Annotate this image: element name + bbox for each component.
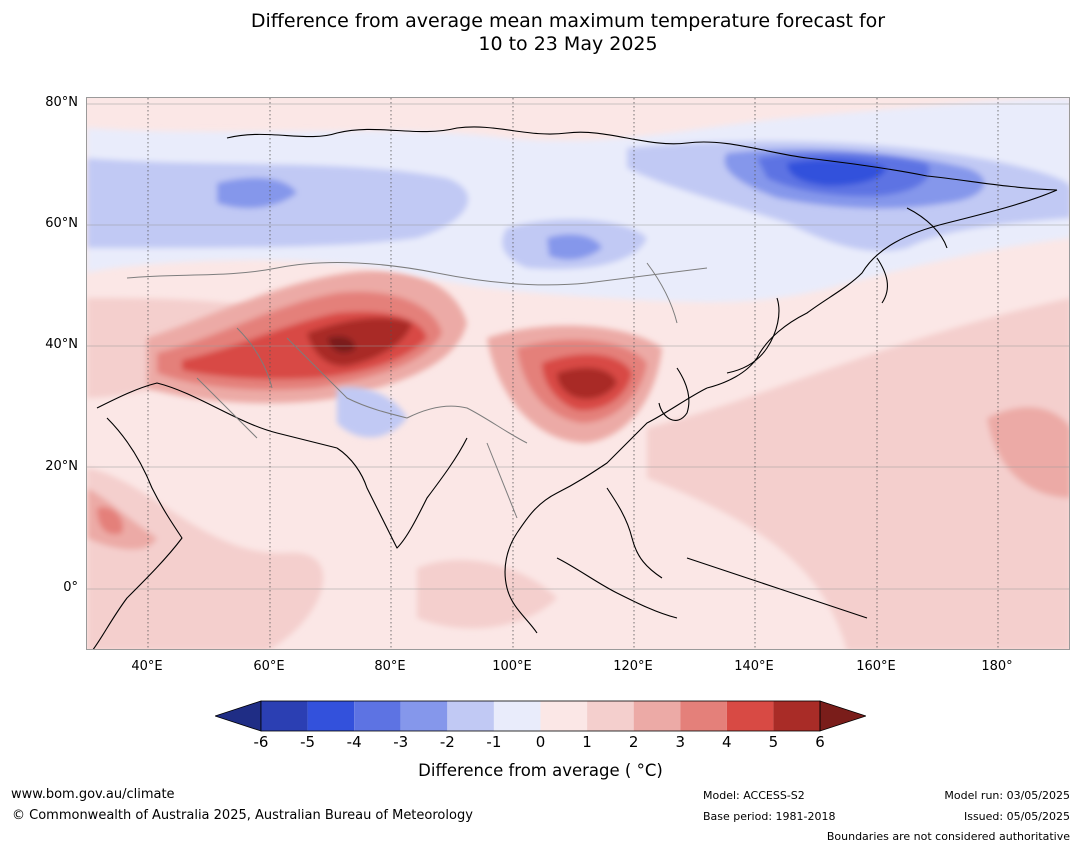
colorbar-bin bbox=[633, 701, 681, 731]
colorbar-tick-label: -4 bbox=[346, 733, 362, 751]
colorbar-tick-label: -2 bbox=[439, 733, 455, 751]
colorbar-extend-high bbox=[819, 700, 866, 732]
lon-label-180: 180° bbox=[981, 659, 1013, 674]
colorbar-tick-label: 5 bbox=[768, 733, 779, 751]
lon-label-40e: 40°E bbox=[131, 659, 163, 674]
lat-label-40n: 40°N bbox=[45, 337, 78, 352]
model-name: Model: ACCESS-S2 bbox=[703, 789, 805, 802]
colorbar-tick-label: -3 bbox=[393, 733, 409, 751]
lat-label-0: 0° bbox=[63, 580, 78, 595]
lon-label-80e: 80°E bbox=[374, 659, 406, 674]
colorbar-bin bbox=[773, 701, 820, 731]
website-link[interactable]: www.bom.gov.au/climate bbox=[11, 787, 175, 802]
lon-label-60e: 60°E bbox=[253, 659, 285, 674]
colorbar-bin bbox=[400, 701, 448, 731]
colorbar-tick-label: 6 bbox=[815, 733, 825, 751]
meridians bbox=[147, 98, 999, 649]
colorbar-label: Difference from average ( °C) bbox=[418, 761, 663, 780]
lat-label-60n: 60°N bbox=[45, 216, 78, 231]
central-asia-hot-anomaly bbox=[147, 270, 467, 404]
lat-label-20n: 20°N bbox=[45, 459, 78, 474]
colorbar-bin bbox=[540, 701, 588, 731]
colorbar-tick-label: 2 bbox=[628, 733, 639, 751]
boundaries-disclaimer: Boundaries are not considered authoritat… bbox=[826, 830, 1070, 843]
colorbar-tick-label: -1 bbox=[486, 733, 502, 751]
lon-label-140e: 140°E bbox=[734, 659, 774, 674]
model-run-date: Model run: 03/05/2025 bbox=[944, 789, 1070, 802]
colorbar-tick-label: -5 bbox=[300, 733, 316, 751]
colorbar-bin bbox=[261, 701, 308, 731]
lat-label-80n: 80°N bbox=[45, 95, 78, 110]
colorbar-tick-label: 3 bbox=[675, 733, 686, 751]
colorbar-bin bbox=[680, 701, 727, 731]
colorbar-extend-low bbox=[215, 700, 262, 732]
coastlines bbox=[92, 126, 1058, 649]
colorbar-bin bbox=[587, 701, 634, 731]
colorbar-bin bbox=[447, 701, 494, 731]
colorbar-tick-label: -6 bbox=[253, 733, 269, 751]
colorbar-outline bbox=[260, 700, 821, 732]
colorbar-bin bbox=[493, 701, 541, 731]
colorbar bbox=[215, 700, 866, 732]
country-boundaries bbox=[126, 262, 708, 519]
copyright-text: © Commonwealth of Australia 2025, Austra… bbox=[12, 808, 473, 823]
title-line-1: Difference from average mean maximum tem… bbox=[250, 10, 886, 32]
colorbar-tick-label: 0 bbox=[535, 733, 546, 751]
lon-label-160e: 160°E bbox=[856, 659, 896, 674]
lon-label-120e: 120°E bbox=[613, 659, 653, 674]
colorbar-tick-label: 1 bbox=[582, 733, 592, 751]
colorbar-tick-label: 4 bbox=[722, 733, 732, 751]
map-title: Difference from average mean maximum tem… bbox=[0, 10, 1081, 56]
map-canvas bbox=[87, 98, 1069, 649]
lon-label-100e: 100°E bbox=[492, 659, 532, 674]
east-china-hot-anomaly bbox=[487, 325, 662, 443]
colorbar-bin bbox=[307, 701, 355, 731]
issued-date: Issued: 05/05/2025 bbox=[963, 810, 1070, 823]
siberia-cool-anomaly bbox=[87, 98, 1069, 438]
title-line-2: 10 to 23 May 2025 bbox=[478, 33, 658, 55]
colorbar-bin bbox=[726, 701, 774, 731]
forecast-map bbox=[86, 97, 1070, 650]
colorbar-bin bbox=[354, 701, 401, 731]
graticule bbox=[87, 103, 1069, 590]
base-period: Base period: 1981-2018 bbox=[703, 810, 836, 823]
